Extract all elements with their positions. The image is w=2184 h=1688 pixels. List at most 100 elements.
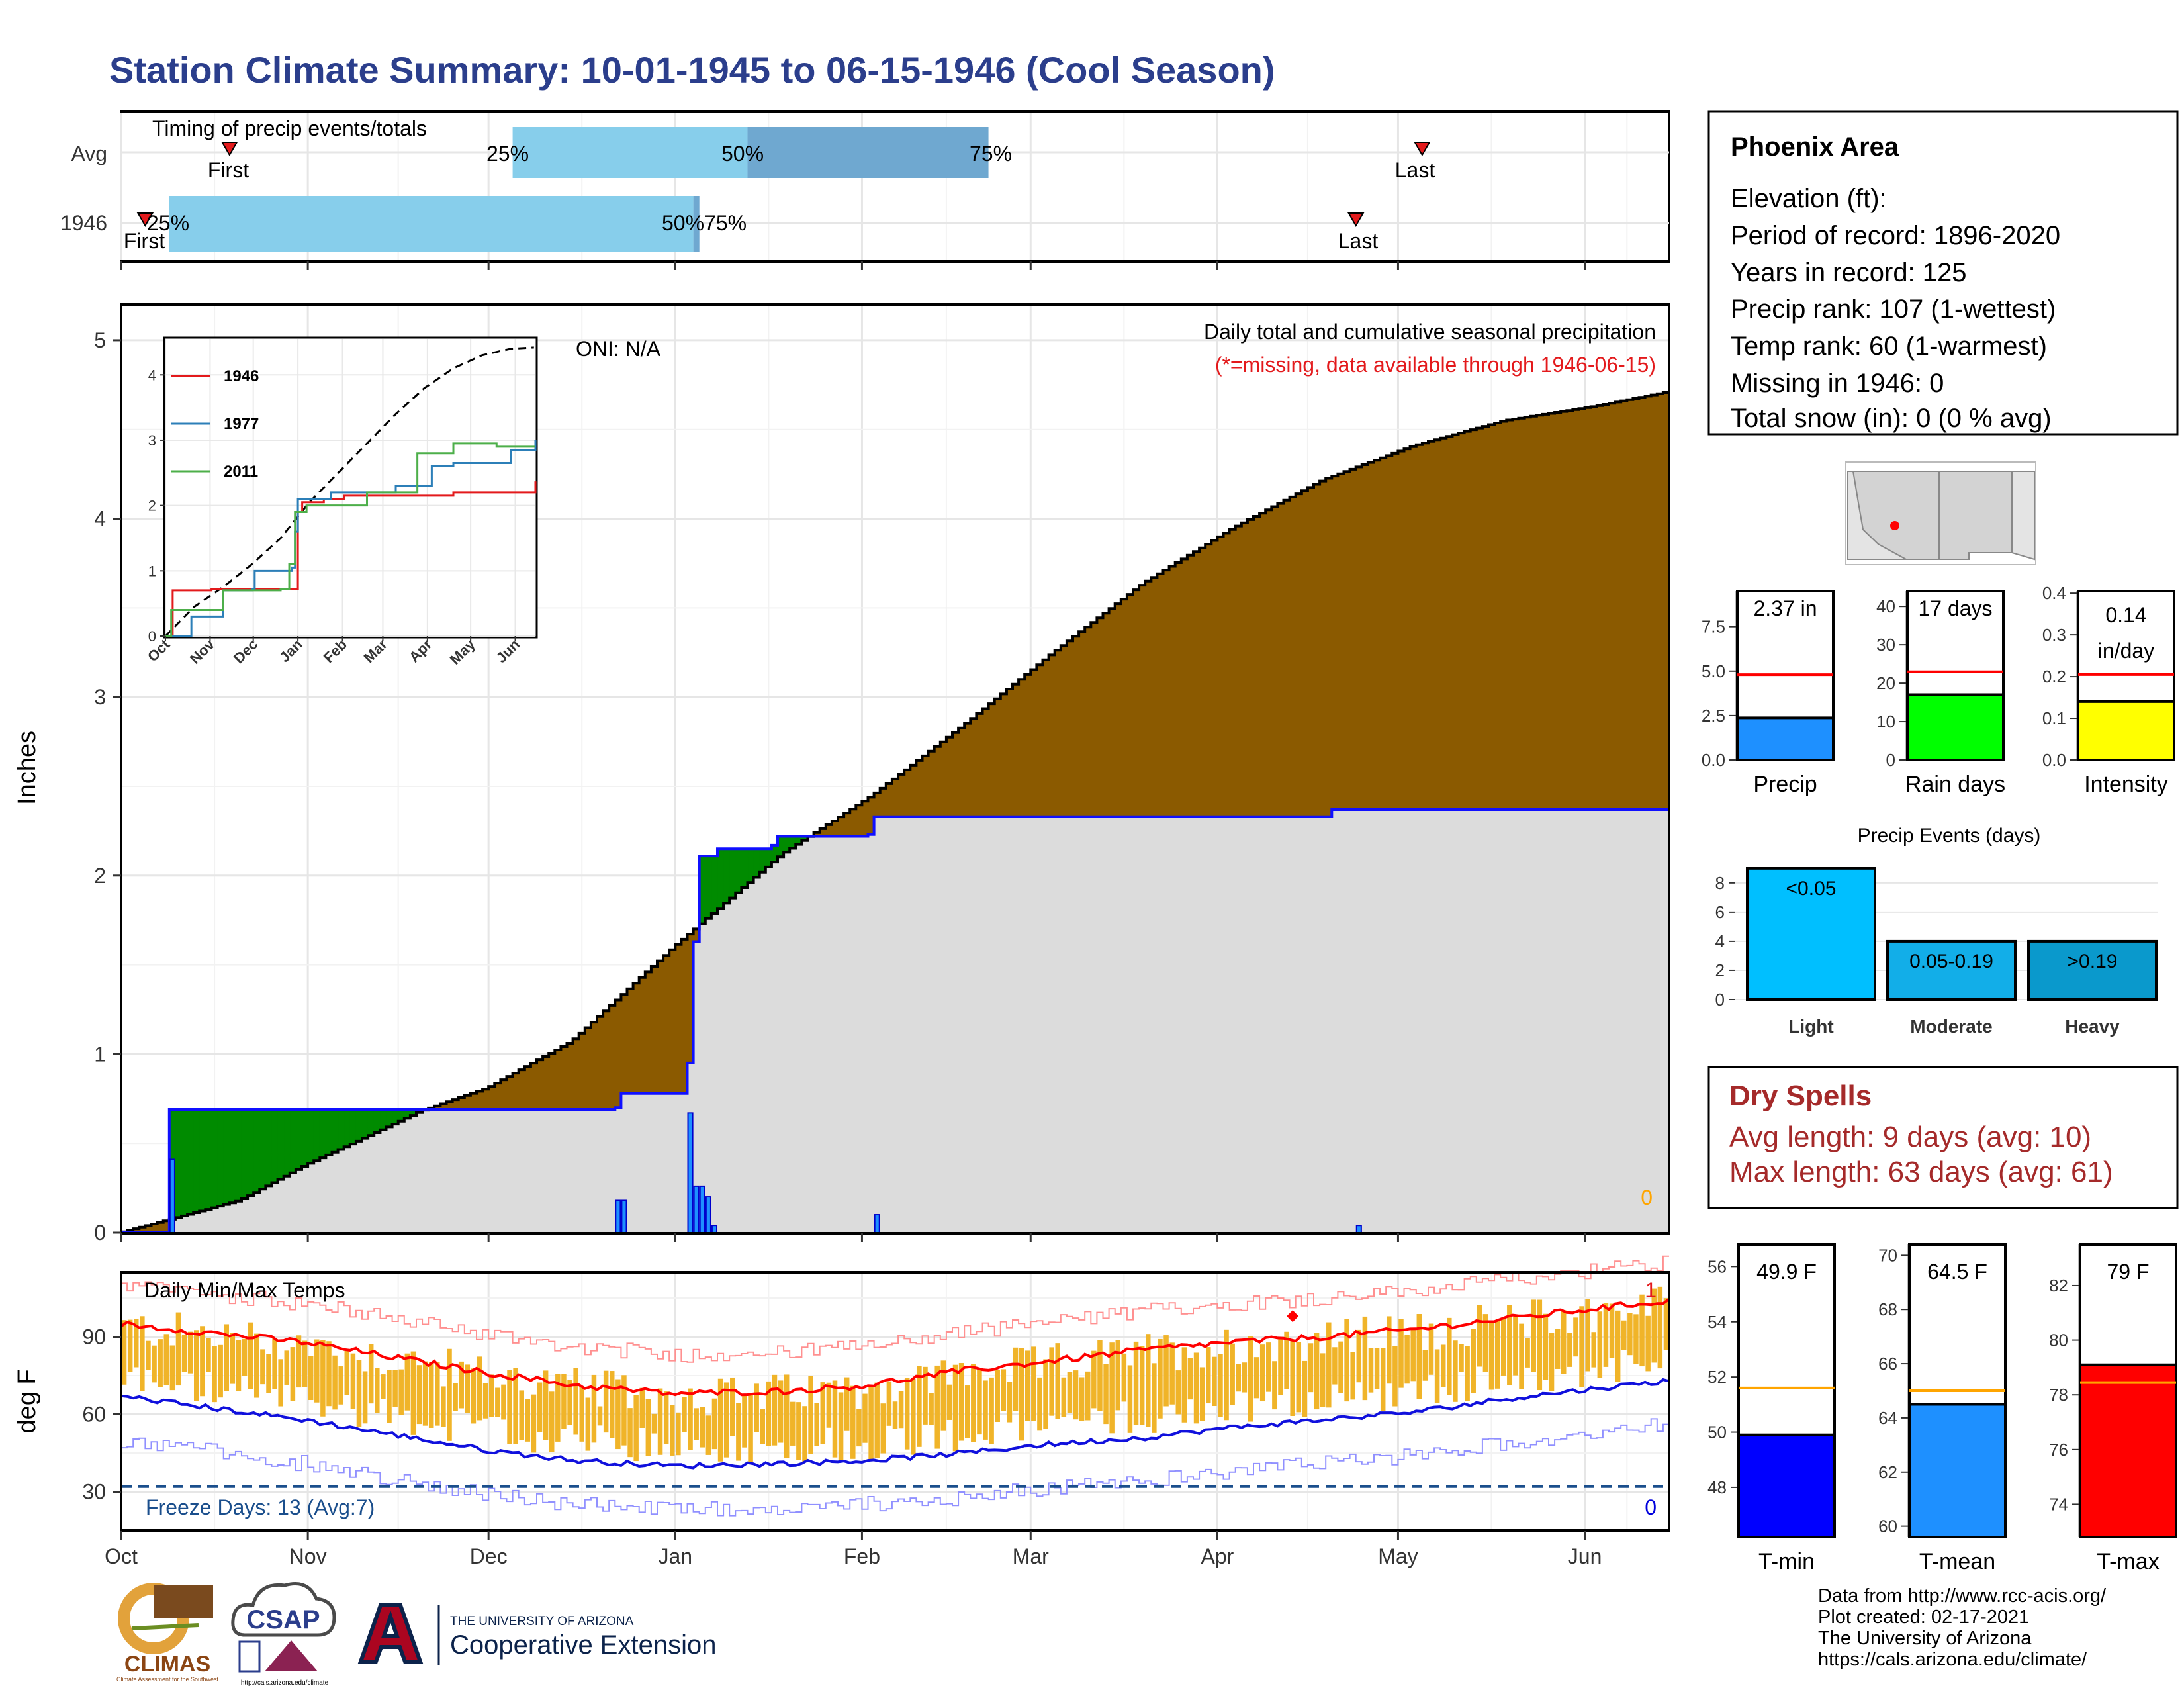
precip-y-axis-title: Inches: [13, 731, 41, 805]
temp-plot-frame: [120, 1271, 1670, 1532]
daily-precip-bar: [621, 1199, 627, 1234]
daily-temp-bar: [1031, 1346, 1036, 1421]
daily-temp-bar: [404, 1353, 410, 1411]
climas-logo: CLIMAS Climate Assessment for the Southw…: [116, 1583, 219, 1683]
temp-lines: [120, 1255, 1670, 1517]
mini-bar-label: Precip: [1753, 772, 1817, 797]
inset-legend-label-1946: 1946: [224, 367, 259, 385]
daily-temp-bar: [1230, 1343, 1235, 1405]
daily-temp-bar: [1097, 1340, 1103, 1411]
daily-temp-bar: [1055, 1343, 1060, 1419]
daily-temp-bar: [651, 1413, 657, 1434]
daily-temp-bar: [1477, 1305, 1482, 1367]
temp-summary-y-tick-label: 74: [2049, 1494, 2068, 1514]
daily-temp-bar: [531, 1394, 537, 1453]
daily-temp-bar: [1609, 1303, 1615, 1358]
mini-y-tick-label: 10: [1876, 712, 1895, 731]
month-label-nov: Nov: [289, 1544, 327, 1568]
temp-summary-bars: 48 50 52 54 56 49.9 F T-min 60 62 64 66 68 70 64.5 F T…: [1707, 1243, 2177, 1574]
temp-summary-y-tick-label: 50: [1707, 1423, 1727, 1442]
station-info-box: Phoenix Area Elevation (ft): Period of r…: [1707, 110, 2179, 436]
daily-temp-bar: [453, 1383, 458, 1411]
daily-temp-bar: [1043, 1359, 1048, 1429]
daily-precip-bar: [874, 1214, 880, 1233]
ua-logo: THE UNIVERSITY OF ARIZONA Cooperative Ex…: [357, 1603, 716, 1665]
mini-y-tick-label: 0.0: [2042, 750, 2066, 770]
daily-temp-bar: [808, 1376, 813, 1454]
daily-temp-bar: [447, 1348, 452, 1441]
daily-temp-bar: [140, 1316, 145, 1391]
daily-temp-bar: [1471, 1329, 1476, 1393]
daily-temp-bar: [1152, 1363, 1157, 1433]
footer-data-source: Data from http://www.rcc-acis.org/: [1818, 1585, 2107, 1607]
temp-summary-y-tick-label: 60: [1878, 1517, 1897, 1536]
daily-temp-bar: [1085, 1371, 1091, 1421]
daily-temp-bar: [1356, 1329, 1362, 1383]
footer-url: https://cals.arizona.edu/climate/: [1818, 1649, 2087, 1670]
daily-temp-bar: [537, 1382, 543, 1432]
y-tick-label: 5: [94, 328, 106, 352]
daily-temp-bar: [302, 1340, 308, 1387]
cumulative-year-area: [121, 810, 1669, 1233]
events-category-light: Light: [1788, 1016, 1833, 1037]
daily-temp-bar: [923, 1366, 928, 1425]
daily-temp-bar: [1380, 1348, 1386, 1411]
daily-temp-bar: [603, 1370, 609, 1433]
temp-summary-y-tick-label: 52: [1707, 1367, 1727, 1387]
daily-temp-bar: [428, 1362, 434, 1428]
timing-year-first-label: First: [124, 229, 165, 253]
mini-bar-rain-days: 0 10 20 30 40 17 days Rain days: [1876, 590, 2005, 797]
daily-temp-bar: [1537, 1299, 1543, 1391]
dry-spells-max: Max length: 63 days (avg: 61): [1729, 1156, 2113, 1188]
daily-temp-bar: [934, 1365, 940, 1449]
daily-precip-bar: [699, 1185, 705, 1234]
inset-legend-label-2011: 2011: [224, 463, 258, 481]
daily-temp-bar: [1013, 1347, 1019, 1411]
month-label-oct: Oct: [105, 1544, 138, 1568]
mini-y-tick-label: 5.0: [1702, 661, 1725, 681]
precip-cumulative-areas: [121, 391, 1669, 1234]
daily-temp-bar: [688, 1388, 693, 1450]
events-y-tick-label: 8: [1715, 873, 1725, 893]
cumulative-year-line: [121, 808, 1669, 1234]
page-title: Station Climate Summary: 10-01-1945 to 0…: [109, 49, 1275, 91]
locator-state-neighbors: [1847, 471, 2035, 561]
daily-temp-bar: [1308, 1343, 1314, 1393]
station-elevation: Elevation (ft):: [1731, 184, 1887, 213]
daily-temp-bar: [230, 1333, 236, 1384]
daily-temp-bar: [1314, 1333, 1320, 1410]
daily-temp-bar: [1410, 1328, 1416, 1382]
temp-summary-value-bar: [2079, 1363, 2177, 1539]
footer-plot-created: Plot created: 02-17-2021: [1818, 1607, 2029, 1628]
daily-temp-bar: [1663, 1298, 1669, 1350]
timing-year-last-marker: [1347, 212, 1365, 227]
daily-temp-bar: [320, 1340, 326, 1417]
daily-temp-bar: [929, 1393, 934, 1425]
daily-temp-bar: [862, 1393, 868, 1443]
daily-temp-bar: [1482, 1314, 1488, 1372]
daily-precip-bar: [693, 1185, 700, 1234]
daily-temp-bar: [1488, 1323, 1494, 1390]
daily-temp-bar: [296, 1335, 302, 1388]
daily-temp-bar: [585, 1397, 591, 1451]
mini-y-tick-label: 0.4: [2042, 583, 2066, 603]
inset-avg-dashed-line: [164, 346, 534, 637]
events-bar-moderate: [1886, 939, 2017, 1002]
daily-temp-bar: [1440, 1344, 1446, 1387]
daily-temp-bar: [736, 1403, 741, 1461]
daily-temp-bar: [1103, 1364, 1109, 1425]
timing-avg-last-marker: [1414, 142, 1431, 156]
mini-bar-intensity: 0.0 0.1 0.2 0.3 0.4 0.14 in/day Intensity: [2042, 583, 2175, 797]
daily-temp-bar: [995, 1370, 1000, 1422]
mini-bar-label: Intensity: [2084, 772, 2168, 797]
daily-temp-bar: [1001, 1369, 1007, 1411]
climas-logo-block: [154, 1585, 213, 1618]
daily-temp-bar: [754, 1383, 759, 1432]
timing-year-q25-q50-bar: [169, 196, 694, 252]
temp-summary-t-max: 74 76 78 80 82 79 F T-max: [2049, 1243, 2177, 1574]
timing-avg-q25-label: 25%: [486, 142, 529, 165]
daily-temp-bar: [784, 1374, 790, 1459]
daily-temp-bar: [1278, 1339, 1283, 1395]
daily-temp-bar: [1350, 1352, 1355, 1400]
